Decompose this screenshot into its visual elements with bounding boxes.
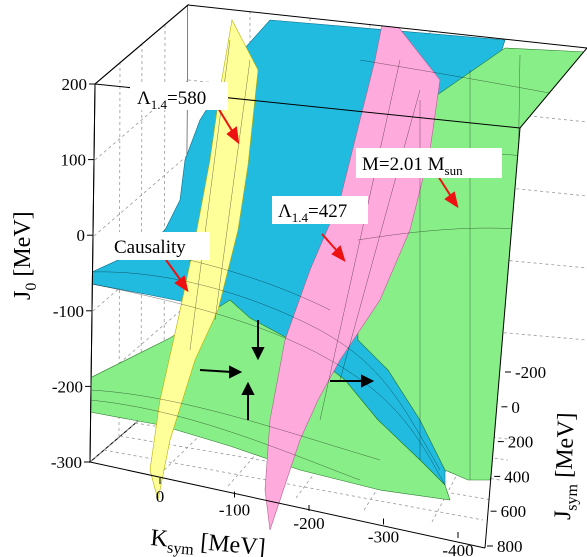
annotation-causality: Causality (108, 232, 210, 260)
svg-text:Λ1.4=427: Λ1.4=427 (278, 201, 347, 225)
x-tick-label: -200 (293, 514, 324, 533)
y-axis-title: J0 [MeV] (10, 211, 40, 300)
annotation-lambda580: Λ1.4=580 (130, 82, 228, 112)
z-tick-label: 200 (508, 433, 534, 452)
svg-text:Causality: Causality (114, 237, 186, 258)
y-tick-label: -300 (51, 453, 82, 472)
z-tick-label: 400 (504, 467, 530, 486)
y-tick-label: 0 (77, 226, 86, 245)
z-tick-label: 0 (511, 398, 520, 417)
z-tick-label: -200 (515, 363, 546, 382)
annotation-mass: M=2.01 Msun (356, 148, 502, 178)
x-tick-label: 0 (156, 487, 165, 506)
svg-text:Λ1.4=580: Λ1.4=580 (137, 88, 206, 112)
y-tick-label: 200 (62, 75, 88, 94)
x-axis-title: Ksym [MeV] (149, 525, 267, 557)
x-tick-label: -300 (368, 528, 399, 547)
y-tick-label: -100 (53, 302, 84, 321)
annotation-lambda427: Λ1.4=427 (272, 196, 368, 225)
y-tick-label: -200 (52, 377, 83, 396)
z-tick-label: 800 (497, 537, 523, 556)
y-axis-ticks: 200 100 0 -100 -200 -300 (51, 75, 95, 472)
z-axis-title: Jsym [MeV] (550, 412, 584, 520)
z-tick-label: 600 (501, 502, 526, 521)
x-tick-label: -100 (219, 501, 250, 520)
y-tick-label: 100 (61, 151, 87, 170)
x-tick-label: -400 (442, 541, 473, 557)
